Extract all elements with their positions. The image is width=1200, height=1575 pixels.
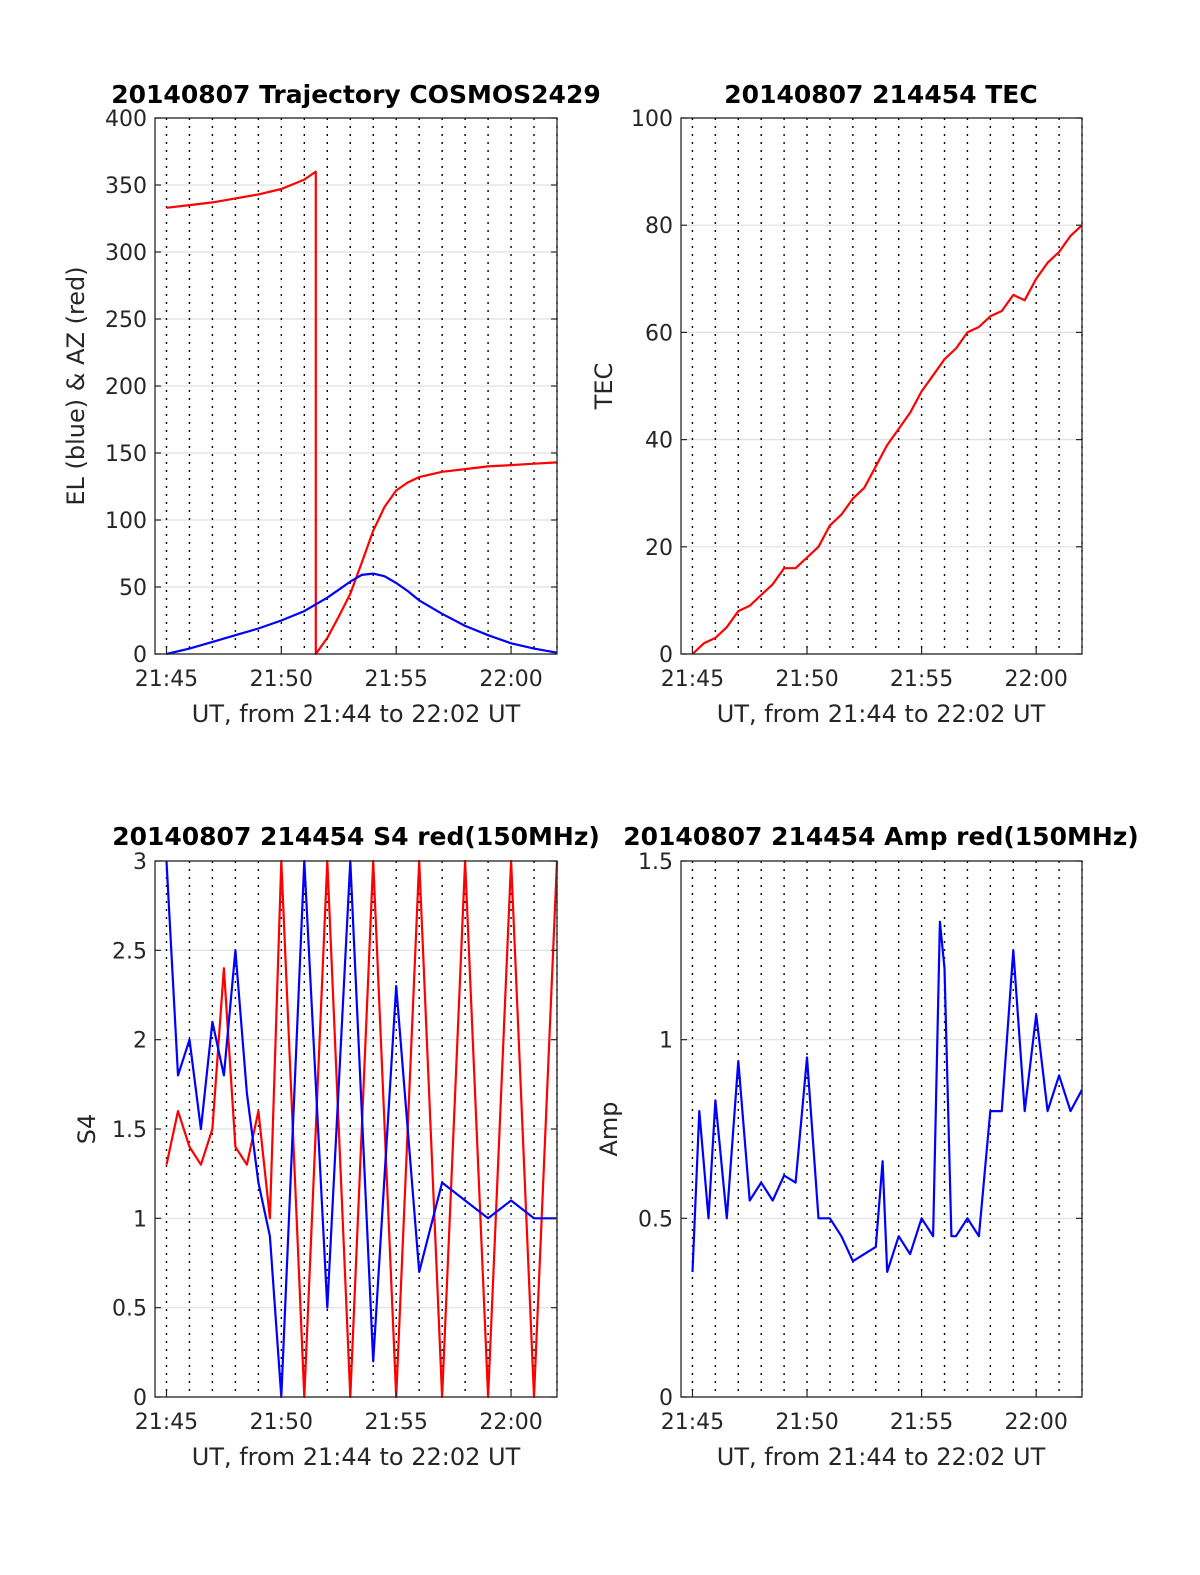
s4-ytick-label: 0 [133,1386,147,1411]
trajectory-series-line-1 [166,572,558,656]
tec-title: 20140807 214454 TEC [724,80,1037,109]
amp-axes-box [680,860,1083,1398]
s4-ytick-label: 3 [133,850,147,875]
s4-ytick-label: 2.5 [112,939,147,964]
amp-series-line-0 [691,920,1083,1274]
trajectory-title: 20140807 Trajectory COSMOS2429 [111,80,601,109]
tec-ylabel: TEC [590,363,618,411]
amp-xtick-label: 21:45 [661,1410,724,1435]
trajectory-ytick-label: 400 [105,107,147,132]
amp-grid [681,860,1083,1398]
trajectory-ytick-label: 250 [105,308,147,333]
tec-series-line-0 [691,224,1083,655]
tec-grid [681,117,1083,655]
s4-ytick-label: 0.5 [112,1297,147,1322]
tec-panel: 20140807 214454 TEC UT, from 21:44 to 22… [590,80,1083,728]
amp-xtick-label: 22:00 [1004,1410,1067,1435]
trajectory-xtick-label: 21:45 [135,667,198,692]
s4-ytick-label: 2 [133,1029,147,1054]
amp-title: 20140807 214454 Amp red(150MHz) [623,822,1139,851]
tec-ytick-label: 100 [631,107,673,132]
amp-ylabel: Amp [595,1101,623,1156]
s4-axes-box [154,860,558,1398]
tec-xtick-label: 21:50 [775,667,838,692]
amp-xtick-label: 21:55 [890,1410,953,1435]
tec-axes-box [680,117,1083,655]
tec-ticks: 0 20 40 60 80 100 21:45 21:50 21:55 22:00 [631,107,1082,692]
trajectory-grid [155,117,558,655]
trajectory-xtick-label: 22:00 [479,667,542,692]
s4-xlabel: UT, from 21:44 to 22:02 UT [192,1443,521,1471]
amp-ytick-label: 1 [659,1029,673,1054]
tec-xtick-label: 21:45 [661,667,724,692]
amp-ytick-label: 1.5 [638,850,673,875]
s4-xtick-label: 21:55 [364,1410,427,1435]
s4-ticks: 0 0.5 1 1.5 2 2.5 3 21:45 21:50 21:55 22:00 [112,850,557,1435]
trajectory-ytick-label: 300 [105,241,147,266]
tec-ytick-label: 80 [645,214,673,239]
trajectory-series-line-0 [166,170,558,656]
s4-ylabel: S4 [73,1114,101,1145]
s4-title: 20140807 214454 S4 red(150MHz) [112,822,600,851]
tec-ytick-label: 20 [645,536,673,561]
tec-ytick-label: 60 [645,321,673,346]
trajectory-xlabel: UT, from 21:44 to 22:02 UT [192,700,521,728]
amp-ytick-label: 0.5 [638,1207,673,1232]
amp-ytick-label: 0 [659,1386,673,1411]
s4-ytick-label: 1.5 [112,1118,147,1143]
tec-ytick-label: 40 [645,429,673,454]
trajectory-xtick-label: 21:50 [250,667,313,692]
trajectory-ytick-label: 50 [119,576,147,601]
amp-xtick-label: 21:50 [775,1410,838,1435]
trajectory-series [166,170,558,656]
amp-series [691,920,1083,1274]
s4-xtick-label: 22:00 [479,1410,542,1435]
trajectory-ytick-label: 200 [105,375,147,400]
trajectory-ytick-label: 0 [133,643,147,668]
trajectory-axes-box [154,117,558,655]
tec-xtick-label: 22:00 [1004,667,1067,692]
amp-xlabel: UT, from 21:44 to 22:02 UT [717,1443,1046,1471]
trajectory-panel: 20140807 Trajectory COSMOS2429 UT, from … [62,80,601,728]
trajectory-xtick-label: 21:55 [364,667,427,692]
tec-xlabel: UT, from 21:44 to 22:02 UT [717,700,1046,728]
s4-ytick-label: 1 [133,1207,147,1232]
s4-panel: 20140807 214454 S4 red(150MHz) UT, from … [73,822,600,1471]
trajectory-ylabel: EL (blue) & AZ (red) [62,266,90,505]
trajectory-ytick-label: 100 [105,509,147,534]
tec-xtick-label: 21:55 [890,667,953,692]
s4-grid [155,860,558,1398]
s4-xtick-label: 21:45 [135,1410,198,1435]
tec-series [691,224,1083,655]
s4-xtick-label: 21:50 [250,1410,313,1435]
amp-panel: 20140807 214454 Amp red(150MHz) UT, from… [595,822,1139,1471]
tec-ytick-label: 0 [659,643,673,668]
amp-ticks: 0 0.5 1 1.5 21:45 21:50 21:55 22:00 [638,850,1082,1435]
trajectory-ytick-label: 150 [105,442,147,467]
trajectory-ticks: 0 50 100 150 200 250 300 350 400 21:45 21:50 21:55 2… [105,107,557,692]
trajectory-ytick-label: 350 [105,174,147,199]
